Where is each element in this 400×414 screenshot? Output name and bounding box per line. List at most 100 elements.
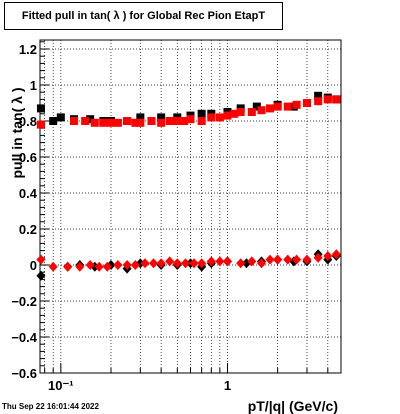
y-tick-label: 0.2 [19, 222, 37, 237]
data-point-diamond [63, 261, 73, 272]
data-point-diamond [181, 258, 191, 269]
data-point-diamond [165, 256, 175, 267]
data-point-diamond [283, 254, 293, 265]
data-point-square [247, 108, 256, 116]
data-point-square [106, 118, 115, 127]
data-point-square [99, 118, 108, 127]
data-point-square [180, 117, 189, 125]
data-point-square [283, 102, 292, 111]
y-tick-label: 1 [30, 78, 37, 93]
y-tick-label: −0.2 [11, 294, 37, 309]
data-point-square [314, 97, 323, 106]
data-point-diamond [323, 251, 333, 261]
data-point-square [113, 118, 122, 127]
data-point-diamond [236, 258, 246, 269]
data-point-square [332, 95, 341, 104]
data-point-diamond [48, 261, 58, 272]
x-tick-label: 1 [224, 378, 231, 393]
data-point-square [36, 120, 45, 129]
data-point-square [157, 118, 166, 127]
data-point-square [36, 104, 45, 113]
data-point-square [173, 117, 182, 125]
data-point-square [81, 117, 90, 125]
data-point-diamond [122, 260, 132, 270]
data-point-diamond [36, 270, 46, 281]
data-point-square [230, 109, 239, 118]
data-point-square [147, 117, 156, 125]
data-point-diamond [113, 260, 123, 270]
series-red-mean [36, 249, 341, 272]
data-point-square [70, 117, 79, 125]
data-point-square [86, 115, 95, 124]
data-point-diamond [215, 256, 225, 267]
plot-frame [39, 39, 342, 374]
data-point-diamond [102, 261, 112, 272]
data-point-square [302, 99, 311, 107]
y-tick-label: 0.8 [19, 114, 37, 129]
x-tick-label: 10⁻¹ [48, 378, 74, 393]
data-point-square [314, 91, 323, 100]
data-point-square [252, 102, 261, 111]
data-point-square [49, 117, 58, 125]
data-point-square [223, 111, 232, 120]
y-tick-label: 0 [30, 258, 37, 273]
data-point-diamond [313, 252, 323, 263]
series-red-width [36, 95, 341, 129]
data-point-diamond [302, 254, 312, 265]
y-tick-label: 0.6 [19, 150, 37, 165]
data-point-diamond [331, 249, 341, 260]
data-point-diamond [172, 258, 182, 269]
tick-labels: −0.6 −0.4 −0.2 0 0.2 0.4 0.6 0.8 1 1.2 10⁻¹ 1 [11, 42, 231, 393]
data-point-diamond [273, 254, 283, 265]
grid [40, 40, 341, 374]
data-point-square [90, 118, 99, 127]
axis-ticks [40, 41, 329, 374]
y-tick-label: −0.4 [11, 330, 37, 345]
data-point-square [131, 118, 140, 127]
data-point-diamond [265, 254, 275, 265]
data-point-diamond [149, 258, 159, 269]
data-point-square [292, 100, 301, 109]
data-point-diamond [156, 258, 166, 269]
data-point-square [136, 113, 145, 122]
data-point-square [136, 118, 145, 127]
data-markers [36, 91, 341, 281]
data-point-diamond [206, 256, 216, 267]
data-point-square [186, 115, 195, 124]
data-point-diamond [292, 254, 302, 265]
y-tick-label: −0.6 [11, 366, 37, 381]
data-point-diamond [222, 256, 232, 267]
data-point-square [165, 117, 174, 125]
data-point-square [215, 113, 224, 122]
data-point-diamond [256, 258, 266, 269]
data-point-square [207, 113, 216, 122]
data-point-square [197, 109, 206, 118]
data-point-diamond [197, 258, 207, 269]
data-point-square [257, 106, 266, 115]
data-point-square [266, 104, 275, 113]
data-point-diamond [85, 260, 95, 270]
data-point-square [123, 117, 132, 125]
data-point-diamond [130, 260, 140, 270]
data-point-square [56, 113, 65, 122]
y-axis-title: pull in tan( λ ) [9, 88, 25, 179]
y-tick-label: 0.4 [19, 186, 38, 201]
x-axis-title: pT/|q| (GeV/c) [248, 398, 338, 414]
frame-rect [39, 39, 342, 374]
data-point-square [323, 95, 332, 104]
data-point-diamond [247, 256, 257, 267]
data-point-diamond [189, 258, 199, 269]
data-point-diamond [140, 258, 150, 269]
data-point-diamond [75, 261, 85, 272]
y-tick-label: 1.2 [19, 42, 37, 57]
data-point-square [197, 117, 206, 125]
chart-title: Fitted pull in tan( λ ) for Global Rec P… [21, 10, 266, 22]
data-point-diamond [94, 261, 104, 272]
footer-timestamp: Thu Sep 22 16:01:44 2022 [2, 402, 99, 411]
data-point-diamond [36, 254, 46, 265]
data-point-square [273, 102, 282, 111]
data-point-square [157, 113, 166, 122]
data-point-square [236, 108, 245, 116]
